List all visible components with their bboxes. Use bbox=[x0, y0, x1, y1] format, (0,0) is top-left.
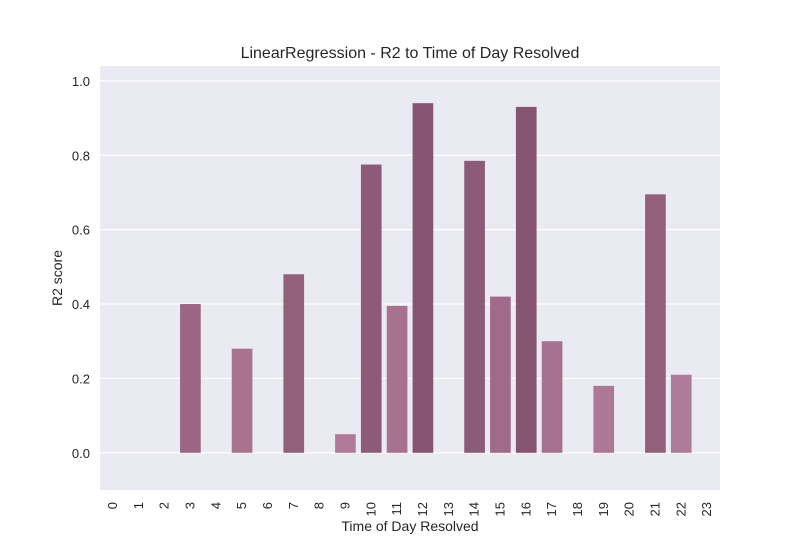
x-tick-label: 2 bbox=[157, 502, 172, 509]
x-tick-label: 4 bbox=[208, 502, 223, 509]
x-tick-label: 7 bbox=[286, 502, 301, 509]
x-tick-label: 11 bbox=[389, 502, 404, 516]
x-tick-label: 9 bbox=[337, 502, 352, 509]
x-tick-label: 18 bbox=[570, 502, 585, 516]
x-tick-label: 15 bbox=[492, 502, 507, 516]
bar-hour-11 bbox=[386, 305, 408, 453]
y-tick-label: 0.2 bbox=[72, 371, 90, 386]
x-tick-label: 12 bbox=[415, 502, 430, 516]
bar-hour-17 bbox=[541, 341, 563, 453]
bar-hour-7 bbox=[283, 274, 305, 453]
bar-hour-9 bbox=[335, 434, 356, 453]
bars bbox=[180, 103, 692, 453]
x-tick-label: 8 bbox=[312, 502, 327, 509]
x-tick-label: 19 bbox=[596, 502, 611, 516]
x-tick-label: 20 bbox=[622, 502, 637, 516]
x-tick-label: 16 bbox=[518, 502, 533, 516]
y-tick-label: 0.4 bbox=[72, 297, 90, 312]
x-tick-label: 21 bbox=[647, 502, 662, 516]
x-tick-label: 5 bbox=[234, 502, 249, 509]
y-tick-label: 1.0 bbox=[72, 74, 90, 89]
y-axis-title: R2 score bbox=[49, 250, 65, 306]
bar-hour-3 bbox=[180, 304, 201, 453]
chart-title: LinearRegression - R2 to Time of Day Res… bbox=[241, 45, 580, 62]
x-tick-label: 1 bbox=[131, 502, 146, 509]
y-tick-label: 0.6 bbox=[72, 223, 90, 238]
y-tick-label: 0.8 bbox=[72, 148, 90, 163]
x-tick-labels: 0 1 2 3 4 5 6 7 8 9 10 11 12 13 14 15 16 17 18 19 20 21 22 23 bbox=[105, 502, 714, 516]
x-tick-label: 13 bbox=[441, 502, 456, 516]
bar-hour-10 bbox=[360, 164, 382, 453]
x-tick-label: 0 bbox=[105, 502, 120, 509]
x-tick-label: 23 bbox=[699, 502, 714, 516]
bar-hour-15 bbox=[490, 296, 511, 453]
y-tick-label: 0.0 bbox=[72, 446, 90, 461]
bar-hour-21 bbox=[645, 194, 666, 453]
x-tick-label: 14 bbox=[467, 502, 482, 516]
x-tick-label: 6 bbox=[260, 502, 275, 509]
x-tick-label: 22 bbox=[673, 502, 688, 516]
grid-lines bbox=[100, 80, 720, 454]
x-axis-title: Time of Day Resolved bbox=[341, 518, 478, 534]
x-tick-label: 17 bbox=[544, 502, 559, 516]
x-tick-label: 3 bbox=[182, 502, 197, 509]
bar-hour-22 bbox=[670, 374, 692, 453]
bar-hour-16 bbox=[515, 106, 537, 453]
bar-hour-19 bbox=[593, 385, 615, 453]
plot-background bbox=[100, 66, 720, 490]
x-tick-label: 10 bbox=[363, 502, 378, 516]
bar-hour-12 bbox=[412, 103, 434, 453]
bar-hour-5 bbox=[231, 348, 253, 453]
y-tick-labels: 0.0 0.2 0.4 0.6 0.8 1.0 bbox=[72, 74, 90, 461]
bar-hour-14 bbox=[464, 160, 485, 453]
